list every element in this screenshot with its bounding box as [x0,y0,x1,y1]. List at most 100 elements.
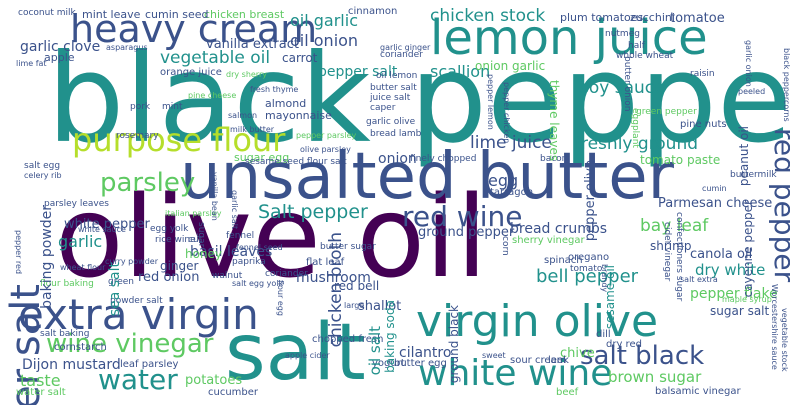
word: taste [20,371,61,390]
word: bread lamb [370,129,422,139]
word: finely chopped [410,154,477,164]
word: bacon [540,154,568,164]
word: confectioners sugar [674,212,684,302]
word: fennel seed [236,243,283,252]
word: sweet [482,351,506,360]
word: mint leave [82,8,141,21]
word: bell pepper [536,266,639,287]
word: scallion [430,62,491,81]
word: oil lemon [376,71,418,81]
word: pine nuts [680,119,727,130]
word: raisin [690,69,715,79]
word: caper [370,103,396,113]
word: cayenne pepper [741,200,755,298]
word: milk butter [230,125,275,134]
word: red bell [334,279,380,293]
word: butter sugar [320,242,376,252]
word: white sauce [78,225,126,234]
word: pepper olive [583,160,598,242]
word: garlic [58,232,103,251]
word: leek [548,355,569,366]
word: peanut oil [737,126,751,187]
word: butter egg [394,358,447,369]
word: lemon juice [430,10,708,66]
word: paprika [232,257,266,267]
word: cider vinegar [662,222,672,282]
word: sesame seed flour salt [245,157,347,167]
word: sea salt [107,262,123,317]
word: asparagus [106,43,148,52]
word: vanilla bean [210,172,219,221]
word: flour egg [276,280,285,316]
word: tomatoe [670,11,725,26]
word: fennel [226,231,255,241]
word: oil salt [366,326,384,376]
word: plum tomatoes [560,11,644,24]
word: brandy [600,264,609,293]
word: chive [560,346,595,361]
word: soy sauce [580,78,665,98]
word: sherry vinegar [512,235,585,246]
word: butter salt [370,83,417,93]
word: butter onion [622,56,632,112]
word: salt extra [680,275,718,284]
word: onion [378,151,417,167]
word: fresh thyme [250,85,299,94]
word: leaf parsley [120,359,179,370]
word: cut [188,235,203,245]
word: red pepper [768,128,790,283]
word: coriander [380,50,423,60]
word: salmon [228,111,258,120]
word: cucumber [208,387,259,398]
word: rosemary [116,131,159,141]
word: green [108,277,134,287]
word: italian parsley [165,209,222,218]
word: walnut [212,271,243,281]
word: vanilla extract [206,37,299,52]
word: sugar salt [710,304,770,318]
word: juice salt [370,93,411,103]
word: pepper salt [318,64,398,80]
word: whole wheat [616,51,674,61]
word: curry powder [105,257,158,266]
word: celery rib [24,171,62,180]
word: zucchini [630,11,675,24]
word: pepper lemon [486,74,495,130]
word: salt [225,308,366,398]
word: Worcestershire sauce [770,284,779,370]
word: bread crumbs [510,221,608,237]
word: shrimp [650,239,692,253]
word: flour baking [40,279,94,289]
word: salt black [580,341,705,371]
word: cornstarch [54,342,107,353]
word: dry red [606,339,642,350]
word: thyme leaves [547,80,561,162]
word: red wine [402,200,523,233]
word: red onion [138,270,200,285]
word: sugar egg [234,151,290,164]
word: wine vinegar [46,329,214,359]
word: mayonnaise [265,109,332,122]
word: shallot [358,299,402,314]
word: black peppercorns [782,48,790,122]
word: coriander [265,269,308,279]
word: vegetable stock [780,308,789,372]
word: extra virgin [18,290,259,339]
word: pepper flake [690,286,778,302]
word: pepper chicken [502,82,511,144]
word: oil onion [290,31,359,50]
word: water [98,363,178,396]
word: almond [265,97,307,110]
word: honey [185,247,223,261]
word: tomato [570,264,603,274]
word: parsley [100,168,196,198]
word: dry white [695,261,766,279]
word: apple cider [285,351,330,360]
word: bay leaf [640,216,709,236]
word: Salt pepper [258,201,368,223]
word: Parmesan cheese [658,196,773,211]
word: beef [556,387,579,398]
word: mint [162,102,183,112]
word: garlic clove [20,39,101,55]
word: nutmeg [605,29,640,39]
